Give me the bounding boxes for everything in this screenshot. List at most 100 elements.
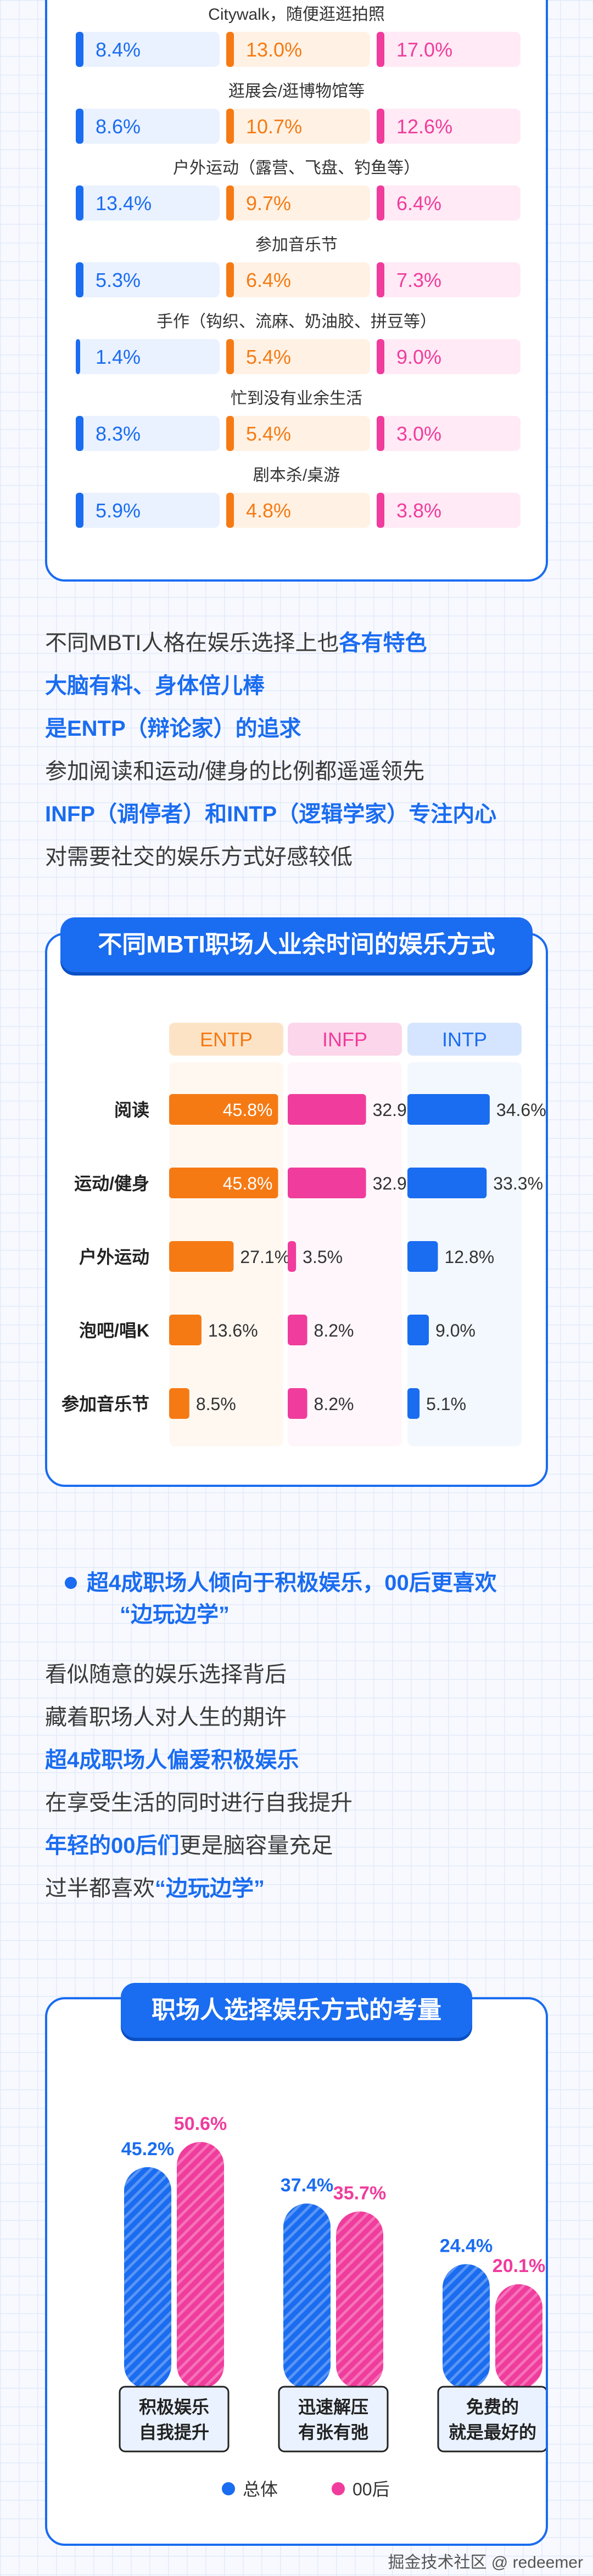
data-label: 1.4% (96, 346, 141, 368)
bar-texture (283, 2203, 331, 2389)
data-label: 10.7% (246, 115, 302, 138)
row-label: 剧本杀/桌游 (253, 466, 340, 484)
bar (377, 32, 384, 67)
column-header: INFP (322, 1028, 367, 1051)
row-label: 手作（钩织、流麻、奶油胶、拼豆等） (156, 313, 437, 331)
category-label: 户外运动 (79, 1247, 149, 1267)
data-label: 3.0% (396, 422, 441, 445)
category-label: 泡吧/唱K (79, 1321, 149, 1340)
data-label: 5.4% (246, 422, 291, 445)
data-label: 37.4% (281, 2175, 333, 2196)
bar-track (226, 493, 370, 528)
data-label: 3.5% (303, 1247, 343, 1267)
data-label: 34.6% (496, 1100, 546, 1120)
category-label: 运动/健身 (74, 1174, 149, 1193)
bar (76, 109, 83, 144)
bar (407, 1094, 490, 1125)
bar (169, 1094, 278, 1125)
data-label: 6.4% (246, 269, 291, 291)
section2-card: ENTP INFP INTP 阅读 45.8% 32.9% 34.6% 运动/健身 45.8% 3… (45, 933, 548, 1487)
text-line: 不同MBTI人格在娱乐选择上也各有特色 (45, 631, 427, 655)
bar (288, 1094, 366, 1125)
category-label: 阅读 (114, 1100, 149, 1120)
data-label: 33.3% (493, 1174, 543, 1193)
bar-track (76, 493, 220, 528)
bar (377, 339, 384, 374)
bar-track (377, 32, 521, 67)
data-label: 17.0% (396, 38, 452, 61)
category-box (119, 2386, 230, 2453)
bar-track (377, 416, 521, 451)
category-label: 就是最好的 (449, 2422, 536, 2442)
bar-track (226, 185, 370, 221)
data-label: 5.9% (96, 499, 141, 522)
text-line: 藏着职场人对人生的期许 (45, 1705, 287, 1729)
bar (407, 1168, 487, 1198)
column-header: ENTP (200, 1028, 253, 1051)
bar (169, 1241, 234, 1272)
row-label: 户外运动（露营、飞盘、钓鱼等） (173, 159, 420, 177)
data-label: 27.1% (240, 1247, 290, 1267)
bar-track (76, 262, 220, 297)
bar (377, 416, 384, 451)
row-label: 参加音乐节 (255, 236, 338, 254)
column-panel (288, 1062, 402, 1446)
legend-marker (222, 2482, 235, 2495)
bar (226, 493, 234, 528)
bar (377, 185, 384, 221)
bar (226, 416, 234, 451)
category-label: 积极娱乐 (139, 2397, 209, 2417)
bar (288, 1168, 366, 1198)
category-label: 有张有弛 (298, 2422, 368, 2442)
data-label: 5.3% (96, 269, 141, 291)
bar-track (76, 109, 220, 144)
text-line-highlight: 超4成职场人偏爱积极娱乐 (45, 1748, 299, 1772)
text-line: 参加阅读和运动/健身的比例都遥遥领先 (45, 759, 425, 783)
data-label: 45.2% (121, 2139, 174, 2160)
data-label: 35.7% (333, 2183, 386, 2204)
bar-track (76, 185, 220, 221)
bar (226, 109, 234, 144)
text-line-highlight: 是ENTP（辩论家）的追求 (45, 717, 301, 741)
category-label: 自我提升 (139, 2422, 209, 2442)
text-line: 看似随意的娱乐选择背后 (45, 1662, 287, 1687)
row-label: 逛展会/逛博物馆等 (228, 82, 365, 100)
bar-track (76, 416, 220, 451)
category-box (437, 2386, 546, 2453)
data-label: 20.1% (493, 2256, 545, 2276)
bar-track (76, 339, 220, 374)
data-label: 45.8% (223, 1174, 273, 1193)
bar (377, 493, 384, 528)
section-heading: 超4成职场人倾向于积极娱乐，00后更喜欢 (87, 1571, 497, 1595)
legend-label: 00后 (353, 2479, 390, 2499)
bar (169, 1168, 278, 1198)
column-header: INTP (442, 1028, 487, 1051)
bar-texture (443, 2264, 490, 2389)
bar-track (377, 109, 521, 144)
data-label: 13.4% (96, 192, 152, 215)
bar-track (377, 493, 521, 528)
footer-credit: 掘金技术社区 @ redeemer (388, 2554, 583, 2572)
legend-marker (332, 2482, 345, 2495)
text-line: 年轻的00后们更是脑容量充足 (45, 1834, 333, 1858)
category-label: 参加音乐节 (61, 1394, 149, 1414)
data-label: 50.6% (174, 2113, 227, 2134)
text-line: 过半都喜欢“边玩边学” (45, 1876, 265, 1901)
data-label: 9.0% (435, 1321, 475, 1340)
bar (226, 185, 234, 221)
bar-track (226, 109, 370, 144)
bar (76, 262, 83, 297)
bar (407, 1388, 420, 1419)
section1-card: Citywalk，随便逛逛拍照 8.4% 13.0% 17.0% 逛展会/逛博物馆等 8.… (45, 0, 548, 582)
category-label: 免费的 (466, 2397, 519, 2417)
section2-title: 不同MBTI职场人业余时间的娱乐方式 (60, 917, 533, 972)
data-label: 7.3% (396, 269, 441, 291)
bar (288, 1241, 296, 1272)
data-label: 9.7% (246, 192, 291, 215)
data-label: 5.1% (426, 1394, 466, 1414)
data-label: 24.4% (440, 2236, 493, 2257)
text-line: 对需要社交的娱乐方式好感较低 (45, 845, 353, 869)
data-label: 13.0% (246, 38, 302, 61)
bar-track (377, 185, 521, 221)
